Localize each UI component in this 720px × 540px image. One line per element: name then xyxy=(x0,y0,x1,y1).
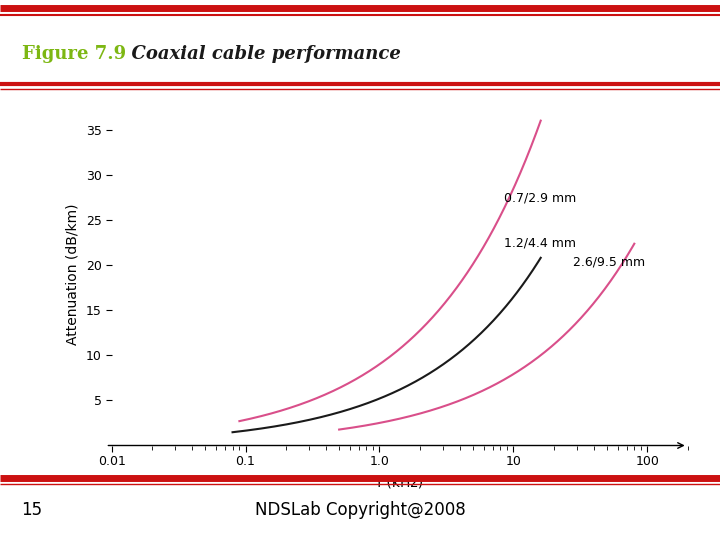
Text: Coaxial cable performance: Coaxial cable performance xyxy=(119,45,400,63)
X-axis label: f (kHz): f (kHz) xyxy=(377,475,423,489)
Text: 2.6/9.5 mm: 2.6/9.5 mm xyxy=(573,255,645,268)
Text: Figure 7.9: Figure 7.9 xyxy=(22,45,126,63)
Text: 15: 15 xyxy=(22,501,42,519)
Text: NDSLab Copyright@2008: NDSLab Copyright@2008 xyxy=(255,501,465,519)
Text: 1.2/4.4 mm: 1.2/4.4 mm xyxy=(504,237,576,250)
Y-axis label: Attenuation (dB/km): Attenuation (dB/km) xyxy=(65,203,79,345)
Text: 0.7/2.9 mm: 0.7/2.9 mm xyxy=(504,192,576,205)
